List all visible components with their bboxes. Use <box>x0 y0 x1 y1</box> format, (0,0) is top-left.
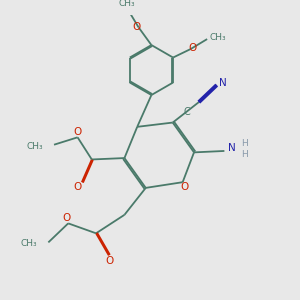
Text: CH₃: CH₃ <box>119 0 136 8</box>
Text: O: O <box>73 127 81 137</box>
Text: O: O <box>180 182 188 192</box>
Text: O: O <box>188 43 196 52</box>
Text: CH₃: CH₃ <box>27 142 43 151</box>
Text: O: O <box>132 22 140 32</box>
Text: N: N <box>229 143 236 153</box>
Text: C: C <box>184 107 190 117</box>
Text: CH₃: CH₃ <box>210 33 226 42</box>
Text: O: O <box>63 213 71 223</box>
Text: H: H <box>242 150 248 159</box>
Text: O: O <box>74 182 82 192</box>
Text: N: N <box>219 78 227 88</box>
Text: O: O <box>105 256 113 266</box>
Text: H: H <box>242 139 248 148</box>
Text: CH₃: CH₃ <box>21 239 38 248</box>
